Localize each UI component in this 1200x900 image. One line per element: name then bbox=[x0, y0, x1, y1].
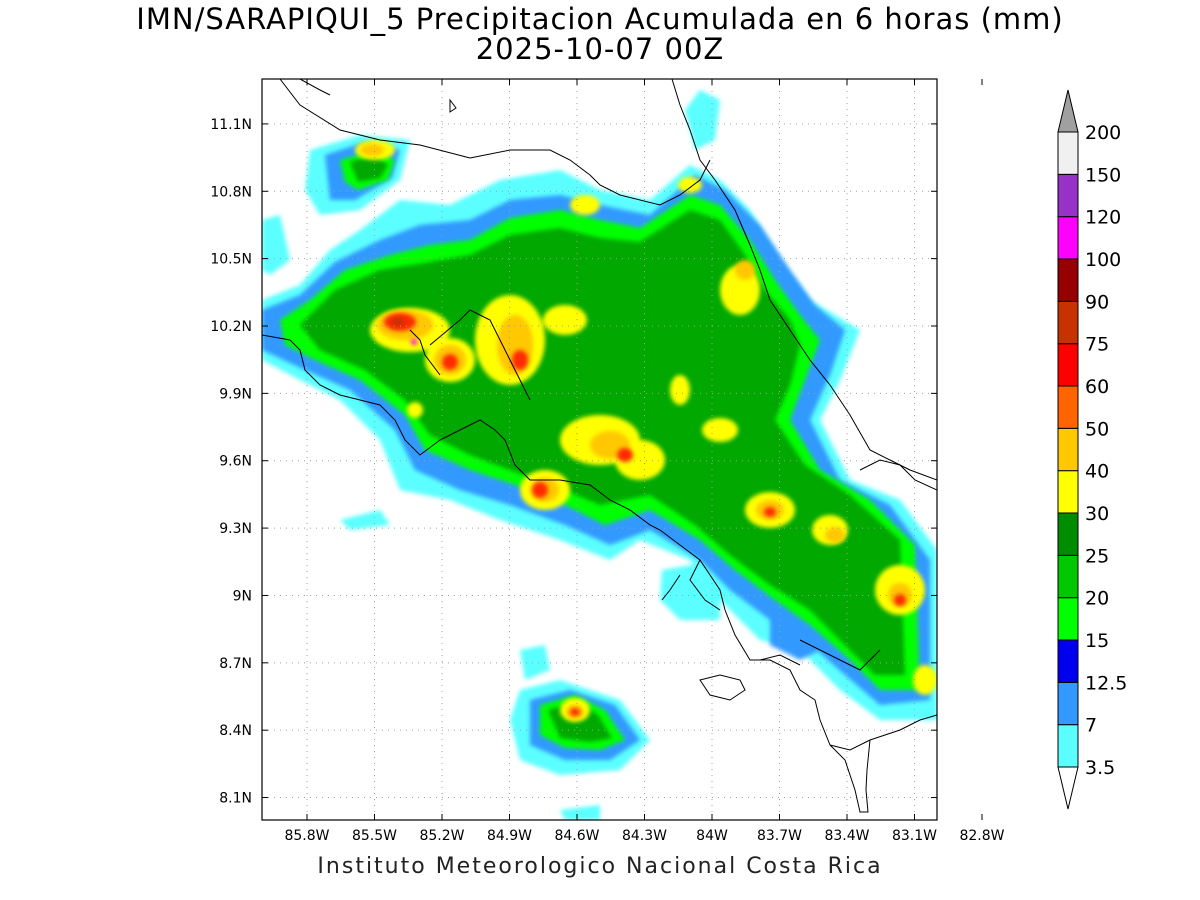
lat-tick-label: 9N bbox=[233, 588, 252, 604]
lat-tick-label: 10.8N bbox=[210, 184, 252, 200]
lon-tick-label: 84.3W bbox=[622, 828, 667, 844]
colorbar-label: 25 bbox=[1085, 545, 1109, 567]
lon-tick-label: 84.6W bbox=[554, 828, 599, 844]
colorbar-segment bbox=[1057, 385, 1079, 429]
colorbar-segment bbox=[1057, 724, 1079, 768]
longitude-tick-labels: 85.8W 85.5W 85.2W 84.9W 84.6W 84.3W 84W 83.7W 83… bbox=[284, 828, 1004, 844]
colorbar-label: 50 bbox=[1085, 418, 1109, 440]
colorbar-low-arrow bbox=[1057, 766, 1079, 810]
lon-tick-label: 84.9W bbox=[487, 828, 532, 844]
lat-tick-label: 11.1N bbox=[210, 117, 252, 133]
map-subtitle: 2025-10-07 00Z bbox=[475, 32, 725, 66]
colorbar-segment bbox=[1057, 470, 1079, 514]
lat-tick-label: 9.9N bbox=[219, 386, 252, 402]
colorbar-label: 20 bbox=[1085, 588, 1109, 610]
latitude-tick-labels: 11.1N 10.8N 10.5N 10.2N 9.9N 9.6N 9.3N 9N 8.7N 8.… bbox=[210, 117, 252, 807]
lon-tick-label: 85.2W bbox=[419, 828, 464, 844]
colorbar-label: 7 bbox=[1085, 715, 1097, 737]
footer-credit: Instituto Meteorologico Nacional Costa R… bbox=[317, 854, 883, 879]
colorbar-high-arrow bbox=[1057, 89, 1079, 133]
lat-tick-label: 8.7N bbox=[219, 656, 252, 672]
colorbar-segment bbox=[1057, 258, 1079, 302]
colorbar-segment bbox=[1057, 554, 1079, 599]
colorbar-segment bbox=[1057, 512, 1079, 556]
colorbar-segment bbox=[1057, 639, 1079, 683]
colorbar-segment bbox=[1057, 300, 1079, 345]
lon-tick-label: 85.8W bbox=[284, 828, 329, 844]
colorbar-label: 40 bbox=[1085, 461, 1109, 483]
colorbar-label: 3.5 bbox=[1085, 757, 1115, 779]
colorbar-label: 15 bbox=[1085, 630, 1109, 652]
map-title: IMN/SARAPIQUI_5 Precipitacion Acumulada … bbox=[136, 2, 1064, 36]
lat-tick-label: 8.4N bbox=[219, 723, 252, 739]
colorbar-label: 75 bbox=[1085, 334, 1109, 356]
lon-tick-label: 83.1W bbox=[892, 828, 937, 844]
lon-tick-label: 83.7W bbox=[757, 828, 802, 844]
colorbar-segment bbox=[1057, 427, 1079, 472]
colorbar-label: 60 bbox=[1085, 376, 1109, 398]
colorbar-label: 200 bbox=[1085, 122, 1121, 144]
colorbar-segment bbox=[1057, 173, 1079, 218]
lon-tick-label: 85.5W bbox=[352, 828, 397, 844]
axis-ticks bbox=[262, 79, 983, 820]
lon-tick-label: 84W bbox=[696, 828, 728, 844]
colorbar-label: 150 bbox=[1085, 164, 1121, 186]
colorbar-label: 100 bbox=[1085, 249, 1121, 271]
colorbar: 3.5 7 12.5 15 20 25 30 40 50 60 75 90 100 120 150 200 bbox=[1057, 89, 1127, 810]
colorbar-label: 30 bbox=[1085, 503, 1109, 525]
coastline-borders bbox=[262, 79, 937, 813]
lat-tick-label: 10.2N bbox=[210, 319, 252, 335]
colorbar-label: 90 bbox=[1085, 291, 1109, 313]
precipitation-field bbox=[262, 90, 937, 820]
map-frame bbox=[261, 78, 938, 821]
colorbar-label: 12.5 bbox=[1085, 672, 1127, 694]
lon-tick-label: 82.8W bbox=[959, 828, 1004, 844]
lat-tick-label: 10.5N bbox=[210, 252, 252, 268]
lon-tick-label: 83.4W bbox=[824, 828, 869, 844]
colorbar-segment bbox=[1057, 597, 1079, 641]
lat-tick-label: 9.6N bbox=[219, 454, 252, 470]
lat-tick-label: 9.3N bbox=[219, 521, 252, 537]
colorbar-segment bbox=[1057, 681, 1079, 726]
colorbar-label: 120 bbox=[1085, 207, 1121, 229]
colorbar-segment bbox=[1057, 343, 1079, 387]
colorbar-segment bbox=[1057, 216, 1079, 260]
lat-tick-label: 8.1N bbox=[219, 791, 252, 807]
colorbar-segment bbox=[1057, 131, 1079, 175]
